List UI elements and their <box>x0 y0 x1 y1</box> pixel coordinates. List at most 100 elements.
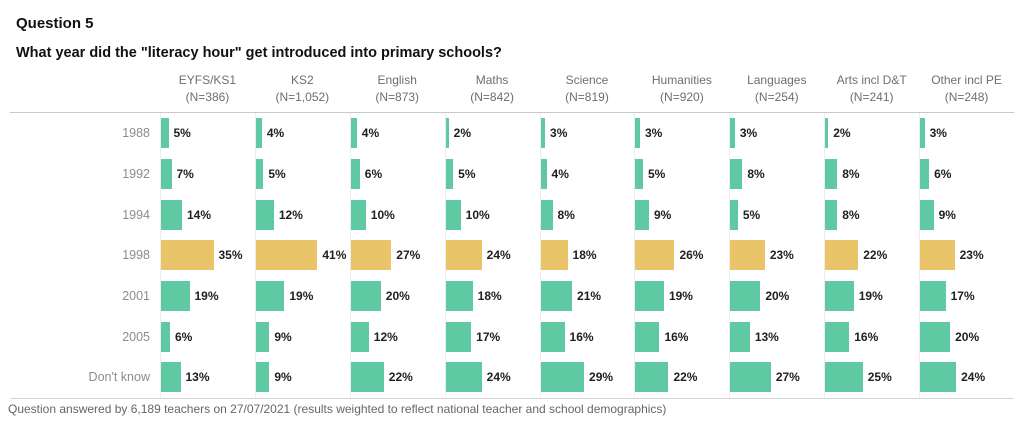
bar <box>161 199 182 230</box>
bar <box>161 321 170 352</box>
value-label: 24% <box>961 370 986 385</box>
bar <box>730 321 750 352</box>
column-header: Maths (N=842) <box>445 70 540 112</box>
bar-cell: 14% <box>160 194 255 235</box>
bar <box>730 362 771 393</box>
value-label: 6% <box>934 166 952 181</box>
value-label: 3% <box>929 126 947 141</box>
column-header-n: (N=248) <box>944 90 989 105</box>
chart-rows: 1988 5% 4% 4% 2% 3% 3% 3% 2% 3% 1992 7% 5% 6% 5% 4% 5% 8%… <box>10 112 1014 399</box>
bar <box>350 280 381 311</box>
bar-cell: 22% <box>824 234 919 276</box>
bar-cell: 9% <box>254 316 350 357</box>
value-label: 41% <box>322 248 347 263</box>
row-label: Don't know <box>88 370 150 385</box>
bar <box>540 280 573 311</box>
bar <box>920 158 930 189</box>
value-label: 5% <box>173 126 191 141</box>
bar <box>635 321 660 352</box>
value-label: 22% <box>863 248 888 263</box>
value-label: 8% <box>842 207 860 222</box>
bar <box>540 321 565 352</box>
value-label: 16% <box>854 329 879 344</box>
bar <box>445 118 449 149</box>
column-header-n: (N=254) <box>754 90 799 105</box>
value-label: 26% <box>679 248 704 263</box>
bar-cell: 27% <box>729 356 824 398</box>
bar <box>920 362 957 393</box>
bar <box>540 118 546 149</box>
value-label: 19% <box>858 288 883 303</box>
bar <box>730 280 761 311</box>
column-header-n: (N=842) <box>470 90 514 105</box>
bar <box>445 158 454 189</box>
bar-cell: 24% <box>444 356 540 398</box>
bar <box>920 118 925 149</box>
value-label: 8% <box>747 166 765 181</box>
row-label: 1992 <box>122 166 150 181</box>
bar-chart: EYFS/KS1 (N=386) KS2 (N=1,052) English (N=873… <box>10 70 1014 399</box>
bar-cell: 13% <box>729 316 824 357</box>
bar-cell: 21% <box>539 275 635 317</box>
chart-row: Don't know 13% 9% 22% 24% 29% 22% 27% 25% 24% <box>10 356 1014 398</box>
value-label: 10% <box>465 207 490 222</box>
bar <box>730 240 765 271</box>
bar-cell: 9% <box>634 194 729 235</box>
bar-cell: 23% <box>729 234 824 276</box>
bar-cell: 5% <box>729 194 824 235</box>
value-label: 5% <box>268 166 286 181</box>
bar <box>635 118 640 149</box>
bar <box>161 362 181 393</box>
value-label: 23% <box>769 248 794 263</box>
value-label: 24% <box>486 248 511 263</box>
value-label: 20% <box>955 329 980 344</box>
bar <box>920 321 951 352</box>
chart-row: 1992 7% 5% 6% 5% 4% 5% 8% 8% 6% <box>10 153 1014 195</box>
bar <box>255 362 270 393</box>
bar-cell: 8% <box>729 153 824 195</box>
column-header: Arts incl D&T (N=241) <box>824 70 919 112</box>
bar <box>540 199 553 230</box>
bar-cell: 7% <box>160 153 255 195</box>
column-header-label: Arts incl D&T <box>836 73 907 87</box>
bar <box>445 321 472 352</box>
bar <box>350 240 392 271</box>
chart-row: 1988 5% 4% 4% 2% 3% 3% 3% 2% 3% <box>10 112 1014 154</box>
value-label: 8% <box>842 166 860 181</box>
value-label: 3% <box>550 126 568 141</box>
value-label: 16% <box>664 329 689 344</box>
value-label: 5% <box>458 166 476 181</box>
column-header-n: (N=1,052) <box>275 90 330 105</box>
bar-cell: 27% <box>349 234 445 276</box>
value-label: 4% <box>551 166 569 181</box>
row-label: 1994 <box>122 207 150 222</box>
value-label: 18% <box>572 248 597 263</box>
bar-cell: 5% <box>254 153 350 195</box>
value-label: 8% <box>557 207 575 222</box>
column-header: EYFS/KS1 (N=386) <box>160 70 255 112</box>
value-label: 9% <box>938 207 956 222</box>
bar-cell: 13% <box>160 356 255 398</box>
bar-cell: 16% <box>824 316 919 357</box>
bar-cell: 6% <box>349 153 445 195</box>
bar-cell: 12% <box>254 194 350 235</box>
bar-cell: 9% <box>254 356 350 398</box>
bar <box>730 158 743 189</box>
bar-cell: 16% <box>539 316 635 357</box>
bar-cell: 23% <box>919 234 1014 276</box>
bar-cell: 9% <box>919 194 1014 235</box>
column-header-label: English <box>377 73 417 87</box>
bar-cell: 18% <box>539 234 635 276</box>
bar-cell: 3% <box>539 112 635 154</box>
value-label: 3% <box>739 126 758 141</box>
column-header-label: Science <box>565 73 609 87</box>
value-label: 29% <box>589 370 614 385</box>
column-header-n: (N=241) <box>849 90 894 105</box>
bar <box>255 158 264 189</box>
bar-cell: 3% <box>919 112 1014 154</box>
column-header-n: (N=920) <box>660 90 704 105</box>
bar <box>161 118 169 149</box>
value-label: 9% <box>274 370 292 385</box>
bar <box>825 321 850 352</box>
value-label: 5% <box>647 166 666 181</box>
